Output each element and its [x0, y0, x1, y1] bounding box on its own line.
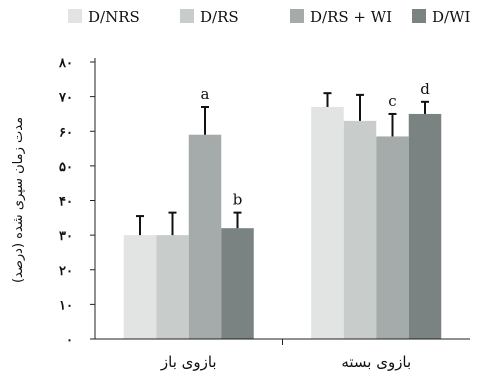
legend-label: D/RS + WI	[310, 8, 392, 26]
bar	[221, 228, 254, 339]
bar	[311, 107, 344, 339]
legend-label: D/WI	[432, 8, 470, 26]
significance-label: c	[388, 92, 396, 110]
bar	[376, 136, 409, 339]
x-category-label: بازوی بسته	[341, 353, 411, 371]
y-tick-label: ۸۰	[58, 56, 73, 71]
y-tick-label: ۵۰	[59, 160, 73, 175]
legend-label: D/NRS	[88, 8, 140, 26]
bar	[408, 113, 442, 339]
legend: D/NRS D/RS D/RS + WI D/WI	[68, 8, 470, 26]
x-category-label: بازوی باز	[160, 353, 217, 371]
significance-label: d	[420, 80, 430, 98]
y-tick-label: ۷۰	[58, 91, 73, 106]
bar	[156, 235, 189, 339]
significance-label: a	[201, 85, 210, 103]
y-tick-label: ۲۰	[59, 264, 73, 279]
y-tick-label: ۶۰	[59, 125, 73, 140]
y-axis: ۰ ۱۰ ۲۰ ۳۰ ۴۰ ۵۰ ۶۰ ۷۰ ۸۰	[58, 56, 96, 348]
bar	[188, 134, 222, 339]
plot-area: a b c d	[123, 80, 442, 339]
legend-swatch	[68, 9, 82, 23]
y-tick-label: ۴۰	[59, 195, 73, 210]
significance-label: b	[233, 191, 243, 209]
legend-swatch	[412, 9, 426, 23]
legend-swatch	[290, 9, 304, 23]
x-axis: بازوی باز بازوی بسته	[95, 338, 470, 371]
bar	[123, 235, 157, 339]
y-tick-label: ۳۰	[59, 229, 73, 244]
y-tick-label: ۱۰	[59, 298, 73, 313]
legend-swatch	[180, 9, 194, 23]
y-axis-label: مدت زمان سپری شده (درصد)	[11, 117, 26, 283]
y-tick-label: ۰	[66, 333, 73, 348]
bar	[343, 120, 377, 339]
legend-label: D/RS	[200, 8, 239, 26]
